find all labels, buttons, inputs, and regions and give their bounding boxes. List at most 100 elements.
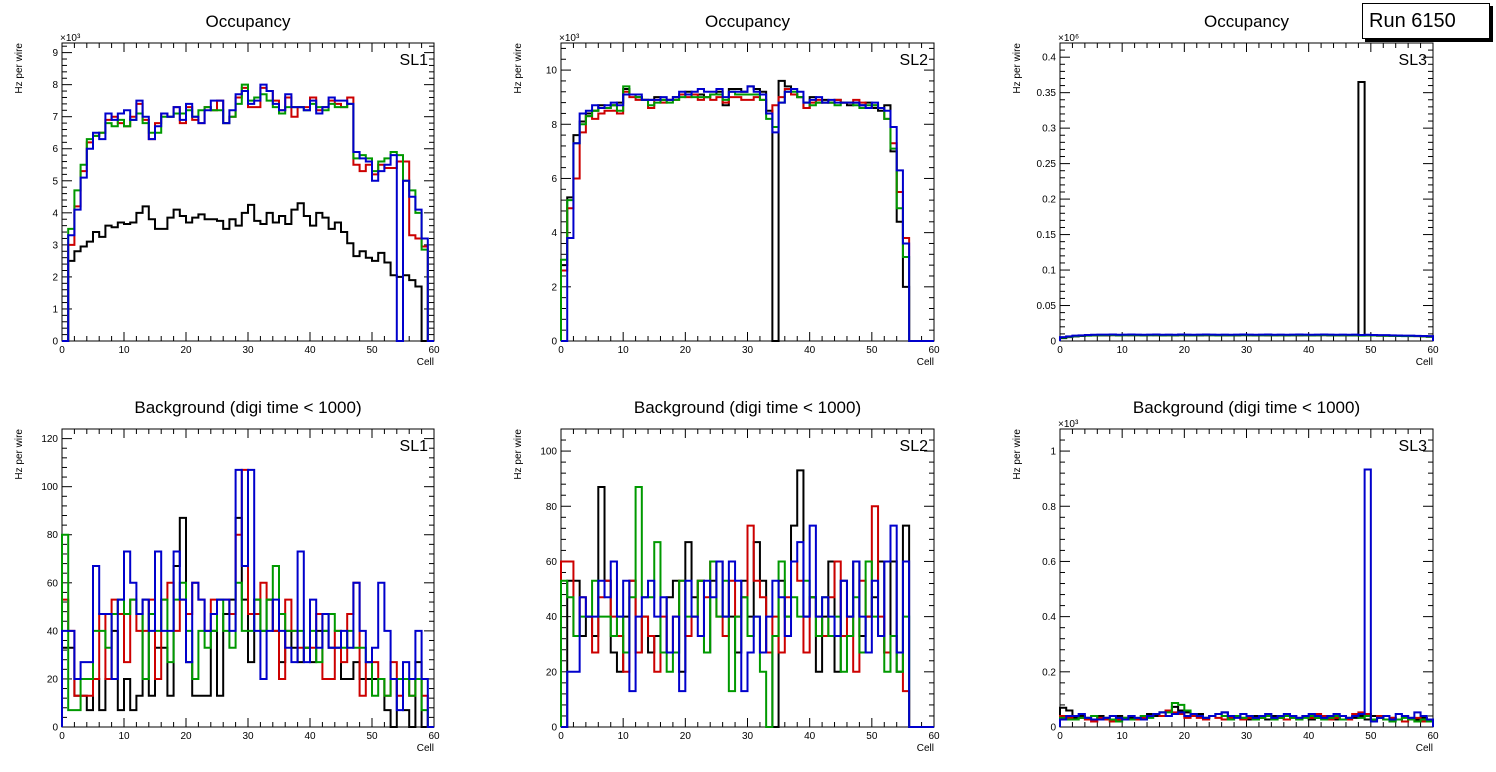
x-tick-label: 30 xyxy=(742,345,754,356)
plot-title: Background (digi time < 1000) xyxy=(634,398,861,417)
y-axis-exponent: ×10⁶ xyxy=(1058,33,1079,44)
x-tick-label: 10 xyxy=(118,345,130,356)
y-tick-label: 100 xyxy=(540,447,557,458)
y-tick-label: 0 xyxy=(551,337,557,348)
y-tick-label: 0 xyxy=(52,723,58,734)
plot-frame xyxy=(1059,42,1434,342)
x-tick-label: 10 xyxy=(618,345,630,356)
x-tick-label: 40 xyxy=(804,731,816,742)
y-axis-label: Hz per wire xyxy=(14,43,25,94)
x-tick-label: 20 xyxy=(1179,731,1191,742)
y-tick-label: 0.3 xyxy=(1042,124,1056,135)
x-tick-label: 60 xyxy=(928,345,940,356)
series-blue-line xyxy=(61,468,434,728)
series-blue-line xyxy=(1059,468,1434,727)
superlayer-label: SL1 xyxy=(400,438,429,455)
x-tick-label: 60 xyxy=(428,731,440,742)
plot-title: Background (digi time < 1000) xyxy=(134,398,361,417)
plot-title: Occupancy xyxy=(705,12,791,31)
y-tick-label: 7 xyxy=(52,112,58,123)
x-tick-label: 30 xyxy=(1241,345,1253,356)
x-tick-label: 60 xyxy=(1427,731,1439,742)
y-tick-label: 5 xyxy=(52,176,58,187)
y-tick-label: 8 xyxy=(551,120,557,131)
x-tick-label: 20 xyxy=(1179,345,1191,356)
x-tick-label: 20 xyxy=(680,345,692,356)
y-tick-label: 40 xyxy=(47,626,59,637)
superlayer-label: SL3 xyxy=(1399,438,1428,455)
y-tick-label: 0.6 xyxy=(1042,557,1056,568)
x-tick-label: 50 xyxy=(866,731,878,742)
x-tick-label: 40 xyxy=(1303,345,1315,356)
x-tick-label: 50 xyxy=(366,731,378,742)
y-tick-label: 0.25 xyxy=(1037,159,1057,170)
run-label: Run 6150 xyxy=(1362,3,1490,39)
series-black-line xyxy=(1059,81,1434,341)
y-tick-label: 2 xyxy=(52,272,58,283)
x-tick-label: 0 xyxy=(1057,731,1063,742)
x-tick-label: 30 xyxy=(242,345,254,356)
plot-title: Background (digi time < 1000) xyxy=(1133,398,1360,417)
y-tick-label: 0.4 xyxy=(1042,612,1056,623)
series-blue-line xyxy=(1059,333,1434,341)
y-tick-label: 0 xyxy=(1050,723,1056,734)
y-tick-label: 6 xyxy=(551,174,557,185)
y-tick-label: 2 xyxy=(551,282,557,293)
x-tick-label: 40 xyxy=(1303,731,1315,742)
y-tick-label: 0 xyxy=(551,723,557,734)
y-tick-label: 10 xyxy=(546,66,558,77)
x-tick-label: 30 xyxy=(1241,731,1253,742)
y-tick-label: 8 xyxy=(52,80,58,91)
y-tick-label: 80 xyxy=(47,530,59,541)
x-tick-label: 10 xyxy=(1117,731,1129,742)
y-axis-label: Hz per wire xyxy=(1012,43,1023,94)
y-tick-label: 0.4 xyxy=(1042,53,1056,64)
x-axis-label: Cell xyxy=(1416,743,1433,754)
y-tick-label: 1 xyxy=(1050,447,1056,458)
x-tick-label: 10 xyxy=(1117,345,1129,356)
y-tick-label: 9 xyxy=(52,48,58,59)
plot-panel: Background (digi time < 1000)0 10 20 30 40 50… xyxy=(14,398,440,754)
x-tick-label: 0 xyxy=(558,731,564,742)
y-tick-label: 120 xyxy=(41,434,58,445)
y-tick-label: 40 xyxy=(546,612,558,623)
y-axis-exponent: ×10³ xyxy=(1058,419,1079,430)
x-tick-label: 10 xyxy=(118,731,130,742)
superlayer-label: SL2 xyxy=(900,438,929,455)
x-tick-label: 30 xyxy=(742,731,754,742)
x-tick-label: 40 xyxy=(804,345,816,356)
x-tick-label: 50 xyxy=(366,345,378,356)
plot-frame xyxy=(1059,428,1434,728)
x-tick-label: 60 xyxy=(928,731,940,742)
x-tick-label: 60 xyxy=(1427,345,1439,356)
x-axis-label: Cell xyxy=(917,743,934,754)
y-tick-label: 0 xyxy=(52,337,58,348)
x-axis-label: Cell xyxy=(417,743,434,754)
y-tick-label: 100 xyxy=(41,482,58,493)
plot-panel: Background (digi time < 1000)0 10 20 30 40 50… xyxy=(1012,398,1439,754)
x-tick-label: 50 xyxy=(866,345,878,356)
x-tick-label: 40 xyxy=(304,731,316,742)
x-tick-label: 50 xyxy=(1365,731,1377,742)
series-blue-line xyxy=(561,524,934,728)
series-red-line xyxy=(560,88,934,342)
x-tick-label: 20 xyxy=(180,731,192,742)
plot-title: Occupancy xyxy=(1204,12,1290,31)
y-axis-exponent: ×10³ xyxy=(559,33,580,44)
plot-title: Occupancy xyxy=(205,12,291,31)
superlayer-label: SL2 xyxy=(900,52,929,69)
x-tick-label: 20 xyxy=(180,345,192,356)
superlayer-label: SL1 xyxy=(400,52,429,69)
x-tick-label: 0 xyxy=(59,731,65,742)
x-axis-label: Cell xyxy=(1416,357,1433,368)
y-tick-label: 0.15 xyxy=(1037,230,1057,241)
plot-panel: Background (digi time < 1000)0 10 20 30 40 50… xyxy=(513,398,940,754)
y-tick-label: 4 xyxy=(52,208,58,219)
superlayer-label: SL3 xyxy=(1399,52,1428,69)
y-axis-label: Hz per wire xyxy=(1012,429,1023,480)
series-blue-line xyxy=(561,85,934,342)
